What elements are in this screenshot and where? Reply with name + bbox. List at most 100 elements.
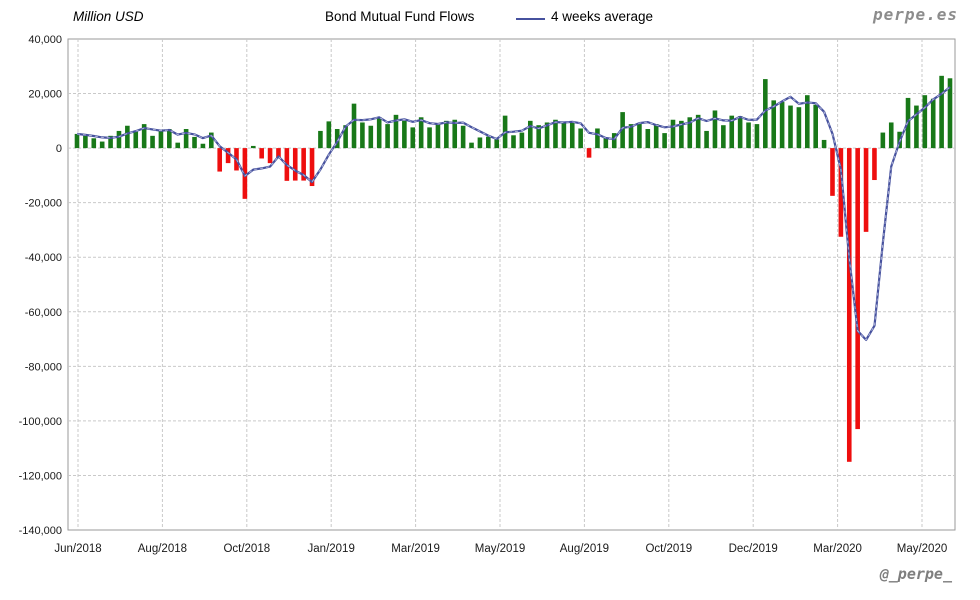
flow-bar-negative [846, 148, 852, 462]
flow-bar-positive [620, 112, 625, 149]
flow-bar-positive [175, 142, 181, 149]
legend-line-icon [516, 18, 545, 20]
flow-bar-positive [99, 141, 105, 149]
flow-bar-positive [578, 128, 583, 149]
flow-bar-positive [922, 95, 928, 149]
y-tick-label: -120,000 [19, 470, 62, 482]
flow-bar-positive [813, 104, 818, 149]
flow-bar-positive [402, 120, 407, 149]
flow-bar-positive [200, 143, 206, 149]
flow-bar-negative [586, 148, 592, 158]
flow-bar-positive [91, 138, 97, 149]
flow-bar-positive [334, 129, 340, 149]
flow-bar-negative [838, 148, 844, 237]
flow-bar-positive [939, 75, 944, 149]
flow-bar-positive [460, 125, 466, 149]
flow-bar-positive [611, 133, 617, 149]
flow-bar-negative [309, 148, 315, 187]
flow-bar-negative [872, 148, 877, 181]
y-axis-unit-label: Million USD [73, 9, 144, 24]
flow-bar-positive [368, 125, 374, 149]
flow-bar-positive [553, 119, 558, 149]
flow-bar-positive [376, 117, 382, 149]
flow-bar-positive [595, 128, 600, 149]
flow-bar-negative [242, 148, 248, 199]
flow-bar-positive [469, 142, 474, 149]
flow-bar-positive [133, 131, 139, 149]
flow-bar-positive [519, 132, 525, 149]
flow-bar-positive [158, 130, 164, 149]
flow-bar-negative [225, 148, 231, 164]
flow-bar-positive [754, 124, 760, 149]
flow-bar-positive [821, 139, 827, 149]
flow-bar-positive [628, 124, 634, 149]
flow-bar-positive [687, 117, 693, 149]
x-tick-label: Oct/2019 [645, 543, 692, 555]
x-tick-label: Jan/2019 [308, 543, 355, 555]
flow-bar-positive [947, 78, 953, 149]
flow-bar-positive [167, 129, 172, 149]
flow-bar-negative [259, 148, 264, 159]
y-tick-label: -40,000 [25, 252, 62, 264]
flow-bar-positive [771, 100, 777, 149]
flow-bar-positive [125, 125, 130, 149]
y-tick-label: -80,000 [25, 361, 62, 373]
flow-bar-positive [116, 130, 122, 149]
y-tick-label: 40,000 [28, 34, 62, 46]
flow-bar-positive [108, 135, 113, 149]
flow-bar-positive [393, 114, 399, 149]
flow-bar-positive [637, 123, 642, 149]
flow-bar-negative [830, 148, 835, 196]
flow-bar-positive [536, 125, 541, 149]
y-tick-label: -100,000 [19, 416, 62, 428]
flow-bar-positive [670, 119, 676, 149]
flow-bar-positive [779, 102, 785, 149]
chart-title: Bond Mutual Fund Flows [325, 9, 475, 24]
flow-bar-positive [653, 124, 659, 149]
flow-bar-positive [74, 133, 80, 149]
flow-bar-positive [704, 130, 709, 149]
flow-bar-negative [267, 148, 273, 164]
flow-bar-positive [662, 133, 667, 149]
y-tick-label: -20,000 [25, 198, 62, 210]
flow-bar-positive [192, 136, 197, 149]
flow-bar-positive [721, 125, 726, 149]
flow-bar-positive [418, 117, 424, 149]
flow-bar-positive [343, 125, 348, 149]
flow-bar-positive [561, 122, 567, 149]
plot-area [67, 38, 956, 531]
flow-bar-positive [494, 139, 500, 149]
flow-bar-positive [880, 132, 886, 149]
y-tick-label: 0 [56, 143, 62, 155]
x-tick-label: Mar/2019 [391, 543, 440, 555]
x-tick-label: Dec/2019 [729, 543, 778, 555]
x-tick-label: May/2020 [897, 543, 948, 555]
x-tick-label: Mar/2020 [813, 543, 862, 555]
flow-bar-positive [746, 122, 751, 149]
flow-bar-positive [477, 137, 483, 149]
flow-bar-positive [360, 122, 365, 149]
flow-bar-positive [763, 79, 768, 149]
flow-bar-positive [804, 95, 810, 149]
twitter-handle: @_perpe_ [879, 565, 952, 583]
flow-bar-positive [183, 129, 189, 149]
flow-bar-negative [276, 148, 281, 158]
x-tick-label: Aug/2018 [138, 543, 187, 555]
flow-bar-positive [888, 122, 894, 149]
flow-bar-positive [209, 132, 214, 149]
flow-bar-positive [351, 103, 357, 149]
legend-label: 4 weeks average [551, 9, 654, 24]
flow-bar-positive [796, 107, 802, 149]
flow-bar-positive [326, 121, 332, 149]
x-tick-label: Jun/2018 [54, 543, 101, 555]
y-tick-label: -60,000 [25, 307, 62, 319]
flow-bar-positive [930, 98, 936, 149]
x-tick-label: Aug/2019 [560, 543, 609, 555]
flow-bar-positive [569, 122, 575, 149]
flow-bar-positive [250, 145, 256, 149]
brand-logo: perpe.es [872, 5, 958, 24]
flow-bar-negative [855, 148, 860, 430]
flow-bar-positive [695, 114, 701, 149]
